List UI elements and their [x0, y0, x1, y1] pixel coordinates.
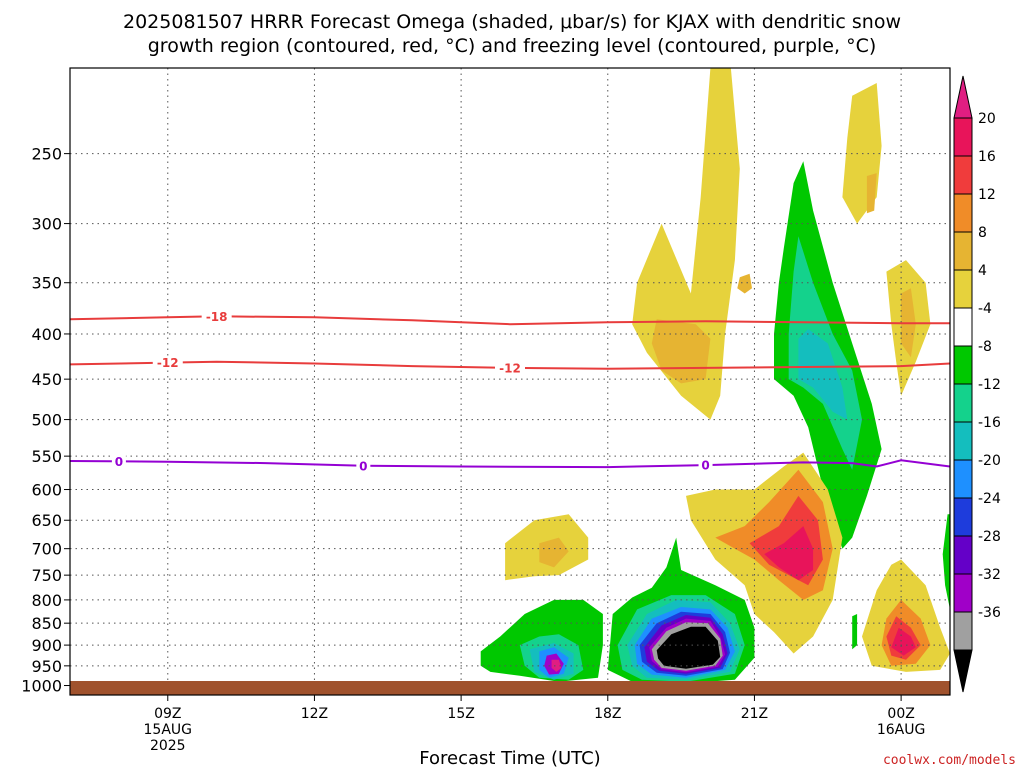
colorbar-swatch-1 — [953, 155, 973, 195]
contour-label-bg-2-0 — [111, 454, 126, 469]
colorbar-label-6: -8 — [978, 339, 992, 355]
colorbar-label-9: -20 — [978, 453, 1001, 469]
colorbar-label-7: -12 — [978, 377, 1001, 393]
y-tick-label-800: 800 — [31, 591, 62, 610]
omega-region-4 — [866, 173, 877, 214]
contour-line-2 — [70, 459, 950, 469]
temperature-contours: -18 -12 -12 0 0 0 — [70, 309, 950, 473]
colorbar: 20 16 12 8 4 -4 -8 -12 -16 -20 -24 -28 -32 -36 — [953, 75, 1001, 693]
colorbar-swatch-11 — [953, 535, 973, 575]
x-tick-label-12-0: 12Z — [301, 706, 328, 722]
contour-label-bg-1-0 — [152, 355, 183, 370]
colorbar-swatch-9 — [953, 459, 973, 499]
colorbar-label-13: -36 — [978, 605, 1001, 621]
colorbar-swatch-7 — [953, 383, 973, 423]
credit-text: coolwx.com/models — [883, 753, 1016, 768]
colorbar-swatch-2 — [953, 193, 973, 233]
contour-label-2-0: 0 — [115, 455, 123, 469]
y-tick-label-750: 750 — [31, 566, 62, 585]
colorbar-label-8: -16 — [978, 415, 1001, 431]
y-tick-label-1000: 1000 — [21, 677, 62, 696]
x-tick-label-18-0: 18Z — [594, 706, 621, 722]
y-tick-label-700: 700 — [31, 540, 62, 559]
omega-region-17 — [891, 627, 916, 656]
omega-region-21 — [539, 537, 569, 568]
contour-label-0-0: -18 — [206, 310, 228, 324]
colorbar-label-3: 8 — [978, 225, 987, 241]
omega-region-27 — [551, 659, 562, 672]
colorbar-label-10: -24 — [978, 491, 1001, 507]
colorbar-swatch-0 — [953, 117, 973, 157]
y-tick-label-950: 950 — [31, 657, 62, 676]
x-tick-label-9-2: 2025 — [150, 738, 186, 754]
contour-label-bg-2-1 — [356, 458, 371, 473]
x-tick-label-24-0: 00Z — [887, 706, 914, 722]
omega-region-13 — [764, 526, 814, 581]
y-tick-label-450: 450 — [31, 370, 62, 389]
y-tick-label-250: 250 — [31, 145, 62, 164]
y-tick-label-600: 600 — [31, 481, 62, 500]
y-tick-label-850: 850 — [31, 614, 62, 633]
omega-region-36 — [656, 626, 721, 669]
colorbar-swatch-6 — [953, 345, 973, 385]
y-tick-label-300: 300 — [31, 215, 62, 234]
colorbar-label-0: 20 — [978, 111, 996, 127]
contour-label-bg-2-2 — [698, 458, 713, 473]
contour-label-2-1: 0 — [359, 459, 367, 473]
y-axis: 250 300 350 400 450 500 550 600 650 700 750 800 850 9… — [21, 145, 70, 696]
colorbar-swatch-3 — [953, 231, 973, 271]
contour-label-1-0: -12 — [157, 356, 179, 370]
y-tick-label-550: 550 — [31, 447, 62, 466]
colorbar-label-1: 16 — [978, 149, 996, 165]
chart-title-line-1: 2025081507 HRRR Forecast Omega (shaded, … — [123, 11, 901, 33]
contour-label-2-2: 0 — [701, 459, 709, 473]
omega-region-18 — [852, 614, 858, 650]
contour-label-bg-0-0 — [201, 309, 232, 324]
y-tick-label-350: 350 — [31, 274, 62, 293]
omega-region-19 — [942, 514, 950, 610]
x-tick-label-24-1: 16AUG — [877, 722, 926, 738]
contour-label-bg-1-1 — [495, 360, 525, 375]
x-tick-label-9-0: 09Z — [154, 706, 181, 722]
colorbar-swatch-4 — [953, 269, 973, 309]
omega-region-9 — [798, 329, 848, 420]
omega-region-2 — [737, 273, 752, 294]
x-axis-label: Forecast Time (UTC) — [419, 748, 600, 768]
colorbar-under-arrow — [953, 649, 973, 693]
x-tick-label-21-0: 21Z — [741, 706, 768, 722]
colorbar-label-2: 12 — [978, 187, 996, 203]
colorbar-label-11: -28 — [978, 529, 1001, 545]
colorbar-over-arrow — [953, 75, 973, 119]
y-tick-label-650: 650 — [31, 511, 62, 530]
y-tick-label-400: 400 — [31, 325, 62, 344]
colorbar-label-5: -4 — [978, 301, 992, 317]
colorbar-swatch-10 — [953, 497, 973, 537]
surface-terrain — [70, 681, 950, 695]
x-tick-label-15-0: 15Z — [447, 706, 474, 722]
colorbar-swatch-12 — [953, 573, 973, 613]
colorbar-label-4: 4 — [978, 263, 987, 279]
colorbar-swatch-13 — [953, 611, 973, 651]
colorbar-label-12: -32 — [978, 567, 1001, 583]
plot-frame — [69, 67, 951, 696]
contour-label-1-1: -12 — [499, 361, 521, 375]
chart-title-line-2: growth region (contoured, red, °C) and f… — [148, 35, 877, 57]
y-tick-label-500: 500 — [31, 411, 62, 430]
x-tick-label-9-1: 15AUG — [144, 722, 193, 738]
colorbar-swatch-5 — [953, 307, 973, 347]
y-tick-label-900: 900 — [31, 636, 62, 655]
colorbar-swatch-8 — [953, 421, 973, 461]
